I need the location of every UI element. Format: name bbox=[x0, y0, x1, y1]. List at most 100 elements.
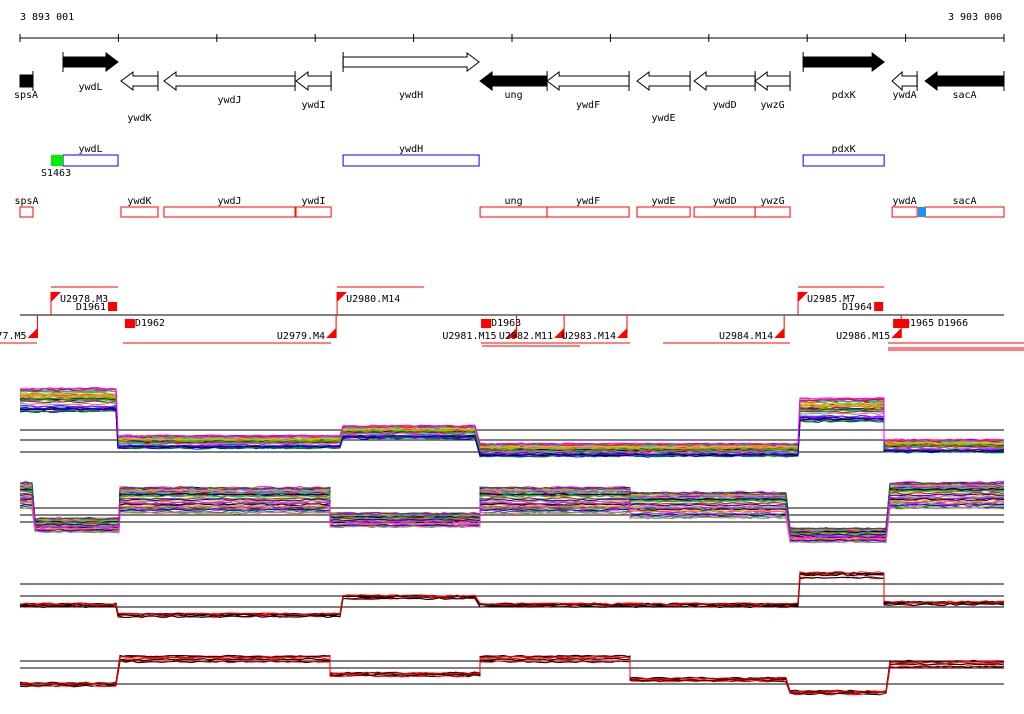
segment-label-down: U2986.M15 bbox=[836, 331, 890, 342]
gene-ywdH[interactable]: ywdH bbox=[342, 52, 480, 101]
site-label: S1463 bbox=[41, 168, 71, 179]
segment-flag-icon bbox=[337, 292, 348, 302]
gene-label: sacA bbox=[952, 90, 976, 101]
gene-label: ywdJ bbox=[217, 95, 241, 106]
expression-profile-line bbox=[19, 503, 1005, 542]
expression-profile-line bbox=[19, 500, 1005, 540]
segment-label-down: U2979.M4 bbox=[277, 331, 325, 342]
expression-profile-line bbox=[19, 482, 1005, 531]
expression-profile-line bbox=[19, 392, 1005, 449]
expression-profile-line bbox=[19, 387, 1005, 446]
segment-flag-icon bbox=[27, 328, 38, 338]
expression-profile-line bbox=[19, 402, 1005, 454]
gene-label: ywdD bbox=[713, 100, 737, 111]
expression-panel-4 bbox=[19, 654, 1005, 696]
forward-transcript-box bbox=[62, 154, 119, 167]
gene-spsA[interactable]: spsA bbox=[14, 71, 38, 101]
breakpoint-marker bbox=[481, 319, 492, 328]
expression-profile-line bbox=[19, 576, 1005, 619]
expression-profile-line bbox=[19, 493, 1005, 537]
gene-ywdL[interactable]: ywdL bbox=[62, 52, 119, 93]
segment-flag-icon bbox=[326, 328, 337, 338]
reverse-gene-arrow bbox=[924, 71, 1005, 91]
forward-gene-arrow bbox=[62, 52, 119, 72]
gene-sacA[interactable]: sacA bbox=[924, 71, 1005, 101]
gene-ywdD[interactable]: ywdD bbox=[693, 71, 756, 111]
segment-label-down: U2977.M5 bbox=[0, 331, 27, 342]
reverse-transcript-label: ywdF bbox=[576, 196, 600, 207]
segment-label-down: U2982.M11 bbox=[499, 331, 553, 342]
expression-profile-line bbox=[19, 572, 1004, 616]
ruler-start-label: 3 893 001 bbox=[20, 12, 75, 23]
reverse-gene-arrow bbox=[120, 70, 159, 92]
reverse-transcript-label: ywdE bbox=[652, 196, 676, 207]
reverse-gene-arrow bbox=[754, 71, 791, 91]
reverse-transcript-label: spsA bbox=[14, 196, 38, 207]
reverse-gene-arrow bbox=[636, 71, 691, 91]
forward-transcript-label: ywdH bbox=[399, 144, 423, 155]
gene-label: ung bbox=[505, 90, 523, 101]
gene-ywdK[interactable]: ywdK bbox=[120, 70, 159, 124]
breakpoint-marker bbox=[108, 302, 118, 311]
ruler-end-label: 3 903 000 bbox=[948, 12, 1003, 23]
reverse-transcript-box bbox=[295, 206, 332, 218]
expression-profile-line bbox=[19, 576, 1005, 619]
expression-profile-line bbox=[19, 657, 1005, 694]
segment-flag-icon bbox=[774, 328, 785, 338]
reverse-gene-arrow bbox=[891, 70, 918, 92]
gene-label: ywdA bbox=[893, 90, 917, 101]
reverse-transcript-label: ywdA bbox=[893, 196, 917, 207]
expression-profile-line bbox=[19, 397, 1004, 452]
expression-tracks bbox=[19, 387, 1005, 696]
gene-ywdA[interactable]: ywdA bbox=[891, 70, 918, 101]
segment-label-down: U2984.M14 bbox=[719, 331, 773, 342]
reverse-transcript-box bbox=[19, 206, 34, 218]
reverse-transcript-track: spsA ywdK ywdJ ywdI ung ywdF ywdE ywdD ywzG ywdA s… bbox=[14, 196, 1005, 218]
expression-profile-line bbox=[19, 657, 1005, 695]
gene-label: ywzG bbox=[761, 100, 785, 111]
forward-gene-arrow bbox=[802, 52, 885, 72]
reverse-transcript-box bbox=[924, 206, 1005, 218]
reverse-transcript-label: ywdJ bbox=[217, 196, 241, 207]
expression-profile-line bbox=[19, 573, 1005, 617]
expression-profile-line bbox=[19, 406, 1005, 456]
reverse-transcript-label: ywdI bbox=[302, 196, 326, 207]
segment-label-up: U2978.M3 bbox=[60, 294, 108, 305]
reverse-transcript-box bbox=[891, 206, 918, 218]
gene-track: spsA ywdL ywdK ywdJ ywdI ywdH ung ywdF ywdE ywdD y… bbox=[14, 52, 1005, 124]
gene-ung[interactable]: ung bbox=[479, 71, 548, 101]
expression-profile-line bbox=[19, 655, 1005, 693]
ruler bbox=[19, 34, 1005, 42]
reverse-gene-arrow bbox=[19, 74, 34, 88]
reverse-site-marker bbox=[918, 207, 926, 217]
reverse-transcript-box bbox=[163, 206, 296, 218]
segment-flag-icon bbox=[554, 328, 565, 338]
gene-ywdF[interactable]: ywdF bbox=[546, 71, 630, 111]
expression-profile-line bbox=[19, 485, 1005, 533]
forward-transcript-box bbox=[342, 154, 480, 167]
expression-profile-line bbox=[19, 573, 1004, 617]
gene-label: ywdK bbox=[127, 113, 151, 124]
gene-ywdJ[interactable]: ywdJ bbox=[163, 71, 296, 106]
expression-profile-line bbox=[19, 496, 1005, 539]
segmentation-track: U2978.M3 U2980.M14 U2985.M7 U2977.M5 U2979.M… bbox=[0, 286, 1024, 351]
expression-profile-line bbox=[19, 388, 1005, 446]
gene-label: ywdF bbox=[576, 100, 600, 111]
gene-ywdE[interactable]: ywdE bbox=[636, 71, 691, 124]
gene-pdxK[interactable]: pdxK bbox=[802, 52, 885, 101]
gene-label: pdxK bbox=[832, 90, 856, 101]
gene-label: ywdI bbox=[302, 100, 326, 111]
forward-transcript-label: ywdL bbox=[78, 144, 102, 155]
gene-ywzG[interactable]: ywzG bbox=[754, 71, 791, 111]
gene-label: ywdH bbox=[399, 90, 423, 101]
gene-label: ywdL bbox=[78, 82, 102, 93]
gene-label: ywdE bbox=[652, 113, 676, 124]
reverse-gene-arrow bbox=[546, 71, 630, 91]
reverse-transcript-label: ywdD bbox=[713, 196, 737, 207]
segment-flag-icon bbox=[506, 328, 517, 338]
reverse-transcript-box bbox=[120, 206, 159, 218]
gene-ywdI[interactable]: ywdI bbox=[295, 71, 332, 111]
expression-profile-line bbox=[19, 389, 1005, 447]
segment-label-down: U2981.M15 bbox=[442, 331, 496, 342]
